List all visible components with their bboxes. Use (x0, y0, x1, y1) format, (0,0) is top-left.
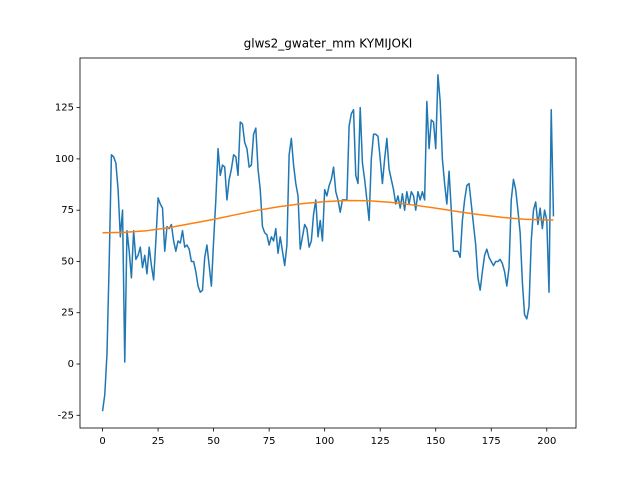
y-tick-label: 0 (68, 359, 74, 370)
x-tick-label: 0 (99, 436, 105, 447)
line-series (101, 74, 555, 412)
chart-title: glws2_gwater_mm KYMIJOKI (244, 37, 413, 51)
plot-frame (79, 57, 577, 429)
y-tick-label: 50 (61, 256, 74, 267)
x-tick-label: 125 (371, 436, 390, 447)
x-tick-label: 75 (263, 436, 276, 447)
y-tick-label: 25 (61, 308, 74, 319)
x-tick-label: 200 (537, 436, 556, 447)
x-tick-label: 50 (207, 436, 220, 447)
y-tick-label: 100 (55, 154, 74, 165)
x-tick-label: 175 (482, 436, 501, 447)
y-tick-label: -25 (58, 410, 74, 421)
x-tick-label: 100 (315, 436, 334, 447)
x-tick-label: 25 (152, 436, 165, 447)
y-tick-label: 125 (55, 103, 74, 114)
x-tick-label: 150 (426, 436, 445, 447)
y-tick-label: 75 (61, 205, 74, 216)
line-series (102, 199, 554, 234)
